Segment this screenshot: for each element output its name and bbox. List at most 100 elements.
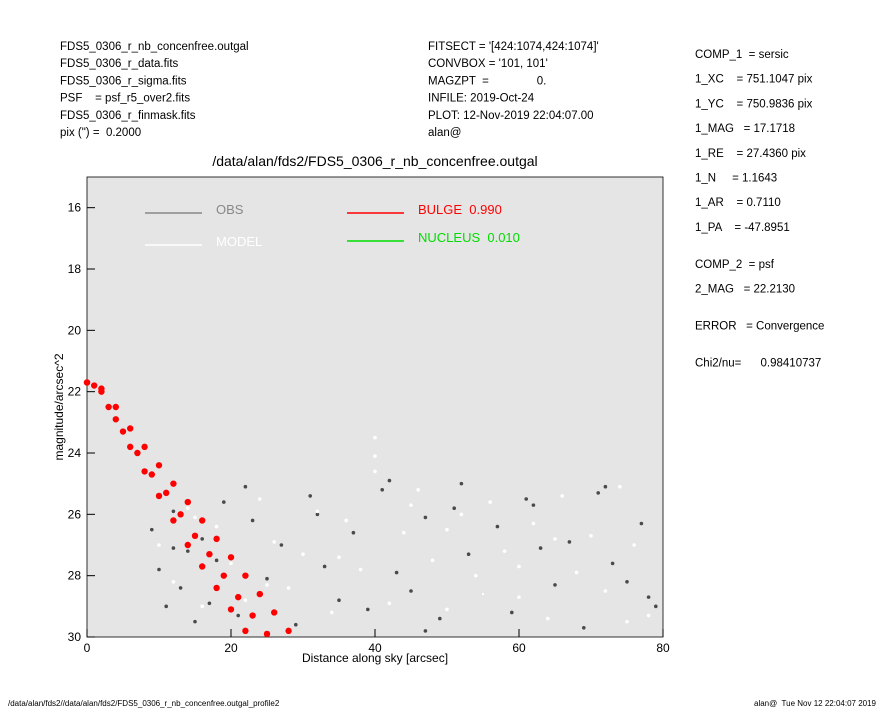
data-point [184,541,191,549]
data-point [466,552,471,556]
data-point [200,604,204,609]
x-tick-label: 40 [368,641,382,655]
data-point [235,593,242,601]
y-axis-label: magnitude/arcsec^2 [52,353,66,460]
data-point [177,511,184,518]
data-point [227,554,235,561]
data-point [141,443,148,451]
data-point [618,484,622,489]
data-point [524,497,528,501]
parameter: 1_PA = -47.8951 [695,222,790,234]
y-tick-label: 22 [68,385,82,399]
header-mid: MAGZPT = 0. [428,75,546,87]
data-point [387,478,392,483]
data-point [358,567,363,572]
legend-label: BULGE 0.990 [418,202,502,217]
parameter: 1_AR = 0.7110 [695,197,781,209]
data-point [394,570,399,575]
data-point [553,537,557,541]
data-point [279,543,284,547]
parameter: COMP_2 = psf [695,259,775,271]
data-point [567,540,572,544]
data-point [445,607,449,612]
data-point [589,534,593,538]
header-mid: PLOT: 12-Nov-2019 22:04:07.00 [428,110,594,122]
data-point [214,524,219,529]
y-tick-label: 30 [68,630,82,644]
data-point [337,555,341,560]
data-point [538,546,543,550]
data-point [286,586,291,590]
data-point [531,503,536,507]
data-point [603,484,608,489]
data-point [119,428,127,435]
data-point [380,488,385,492]
parameter: 1_N = 1.1643 [695,173,777,185]
y-tick-label: 20 [68,323,82,337]
data-point [646,595,651,599]
data-point [625,619,629,624]
data-point [243,598,248,602]
data-point [150,527,154,532]
data-point [222,500,226,504]
data-point [127,425,134,432]
header-left: FDS5_0306_r_sigma.fits [60,75,187,87]
data-point [337,598,341,602]
parameter: 1_YC = 750.9836 pix [695,98,813,110]
data-point [423,629,428,633]
data-point [214,558,219,563]
data-point [409,503,413,507]
data-point [438,616,442,621]
header-left: FDS5_0306_r_nb_concenfree.outgal [60,41,249,53]
data-point [445,527,449,532]
header-mid: FITSECT = '[424:1074,424:1074]' [428,41,599,53]
header-left: pix (") = 0.2000 [60,127,141,139]
y-tick-label: 16 [68,201,82,215]
chart-title: /data/alan/fds2/FDS5_0306_r_nb_concenfre… [212,153,537,169]
data-point [157,543,161,547]
data-point [206,551,213,558]
data-point [596,491,600,495]
data-point [502,549,507,553]
data-point [155,492,163,500]
plot-area [86,176,664,638]
data-point [220,572,227,579]
data-point [193,619,197,624]
data-point [632,543,636,547]
data-point [560,494,564,498]
data-point [553,583,557,587]
header-mid: INFILE: 2019-Oct-24 [428,93,535,105]
data-point [207,601,212,606]
header-mid: CONVBOX = '101, 101' [428,58,548,70]
data-point [83,379,91,386]
data-point [416,488,421,492]
x-tick-label: 60 [512,641,526,655]
data-point [481,592,485,596]
data-point [603,589,608,593]
data-point [265,576,269,581]
data-point [373,435,377,440]
y-tick-label: 18 [68,262,82,276]
parameter: Chi2/nu= 0.98410737 [695,358,821,370]
data-point [474,573,478,578]
data-point [178,586,183,590]
data-point [294,622,298,627]
parameter: 1_RE = 27.4360 pix [695,148,806,160]
data-point [285,627,292,635]
y-tick-label: 24 [68,446,82,460]
parameter: 1_XC = 751.1047 pix [695,74,813,86]
data-point [170,480,177,487]
data-point [141,468,148,475]
data-point [582,626,586,630]
legend-label: OBS [216,202,244,217]
data-point [510,610,514,615]
data-point [243,484,248,489]
data-point [366,607,370,612]
data-point [495,524,500,529]
data-point [330,610,334,615]
footer-right: alan@ Tue Nov 12 22:04:07 2019 [754,699,877,708]
header-left: PSF = psf_r5_over2.fits [60,93,190,105]
data-point [98,388,105,395]
data-point [610,561,615,566]
data-point [639,521,644,526]
